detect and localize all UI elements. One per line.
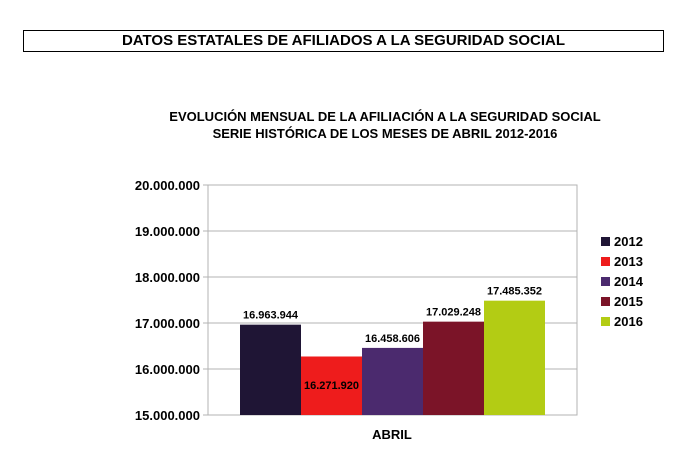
legend-label-2012: 2012 <box>614 234 643 249</box>
data-label-2014: 16.458.606 <box>365 333 420 345</box>
y-tick-label: 18.000.000 <box>135 270 200 285</box>
bar-2016 <box>484 300 545 415</box>
y-tick-label: 17.000.000 <box>135 316 200 331</box>
legend-swatch-2012 <box>601 237 610 246</box>
legend-label-2016: 2016 <box>614 314 643 329</box>
legend-label-2015: 2015 <box>614 294 643 309</box>
y-tick-label: 19.000.000 <box>135 224 200 239</box>
legend-swatch-2015 <box>601 297 610 306</box>
data-label-2013: 16.271.920 <box>304 380 359 392</box>
legend-swatch-2013 <box>601 257 610 266</box>
legend-swatch-2014 <box>601 277 610 286</box>
y-tick-label: 20.000.000 <box>135 178 200 193</box>
chart-subtitle: SERIE HISTÓRICA DE LOS MESES DE ABRIL 20… <box>212 126 558 141</box>
data-label-2016: 17.485.352 <box>487 286 542 298</box>
data-label-2015: 17.029.248 <box>426 307 481 319</box>
legend-swatch-2016 <box>601 317 610 326</box>
y-tick-label: 15.000.000 <box>135 408 200 423</box>
bar-2015 <box>423 321 484 415</box>
bar-2013 <box>301 356 362 415</box>
x-category-label: ABRIL <box>372 427 412 442</box>
page-banner: DATOS ESTATALES DE AFILIADOS A LA SEGURI… <box>23 30 664 52</box>
legend-label-2014: 2014 <box>614 274 644 289</box>
y-tick-label: 16.000.000 <box>135 362 200 377</box>
data-label-2012: 16.963.944 <box>243 310 299 322</box>
bar-2012 <box>240 324 301 415</box>
legend-label-2013: 2013 <box>614 254 643 269</box>
bar-2014 <box>362 347 423 415</box>
chart-title: EVOLUCIÓN MENSUAL DE LA AFILIACIÓN A LA … <box>169 109 601 124</box>
